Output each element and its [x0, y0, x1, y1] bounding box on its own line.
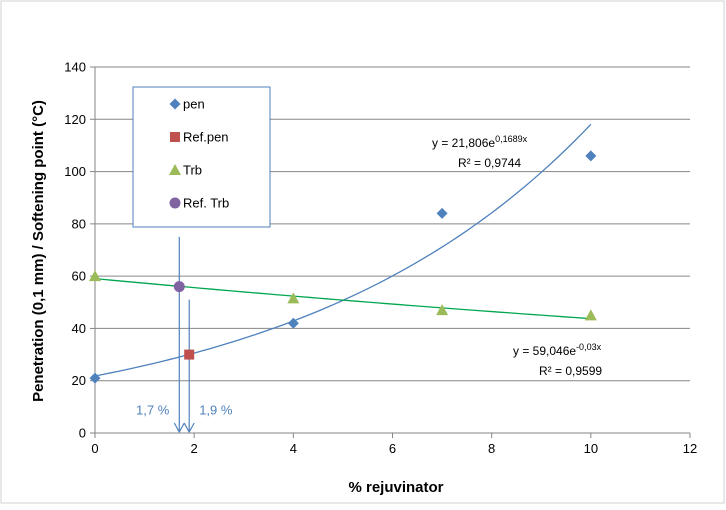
data-point-ref-trb — [173, 281, 185, 293]
y-tick-label: 0 — [79, 426, 86, 441]
data-point-trb — [436, 304, 449, 316]
legend-label: Ref.pen — [183, 130, 229, 145]
data-point-trb — [89, 270, 101, 282]
data-point-ref-pen — [184, 349, 195, 360]
legend-label: pen — [183, 97, 205, 112]
legend-label: Ref. Trb — [183, 196, 229, 211]
x-tick-label: 0 — [91, 441, 98, 456]
y-tick-label: 120 — [64, 112, 86, 127]
annotation-label: 1,7 % — [136, 403, 170, 418]
y-axis-title: Penetration (0,1 mm) / Softening point (… — [30, 100, 47, 402]
x-tick-label: 12 — [683, 441, 697, 456]
trendline-equation: y = 21,806e0,1689x — [432, 134, 528, 150]
data-point-trb — [584, 309, 597, 321]
annotation-arrowhead — [173, 422, 185, 434]
y-tick-label: 40 — [72, 321, 86, 336]
y-tick-label: 100 — [64, 164, 86, 179]
annotation-arrowhead — [183, 422, 195, 434]
x-tick-label: 10 — [584, 441, 598, 456]
legend-marker — [169, 98, 181, 110]
data-point-pen — [436, 207, 448, 219]
y-tick-label: 140 — [64, 60, 86, 75]
data-point-pen — [89, 372, 101, 384]
x-tick-label: 8 — [488, 441, 495, 456]
legend-label: Trb — [183, 163, 202, 178]
trendline-r2: R² = 0,9599 — [539, 364, 602, 378]
data-point-pen — [287, 317, 299, 329]
legend-box — [132, 86, 271, 228]
y-tick-label: 20 — [72, 373, 86, 388]
data-point-trb — [287, 292, 300, 304]
x-tick-label: 2 — [191, 441, 198, 456]
annotation-label: 1,9 % — [199, 403, 233, 418]
x-axis-title: % rejuvinator — [348, 479, 443, 496]
x-tick-label: 6 — [389, 441, 396, 456]
y-tick-label: 80 — [72, 216, 86, 231]
y-tick-label: 60 — [72, 269, 86, 284]
data-point-pen — [585, 150, 597, 162]
trendline-r2: R² = 0,9744 — [458, 156, 521, 170]
trendline-equation: y = 59,046e-0,03x — [513, 342, 602, 358]
legend-marker — [170, 132, 180, 142]
x-tick-label: 4 — [290, 441, 297, 456]
legend-marker — [169, 197, 181, 209]
legend-marker — [169, 164, 181, 175]
